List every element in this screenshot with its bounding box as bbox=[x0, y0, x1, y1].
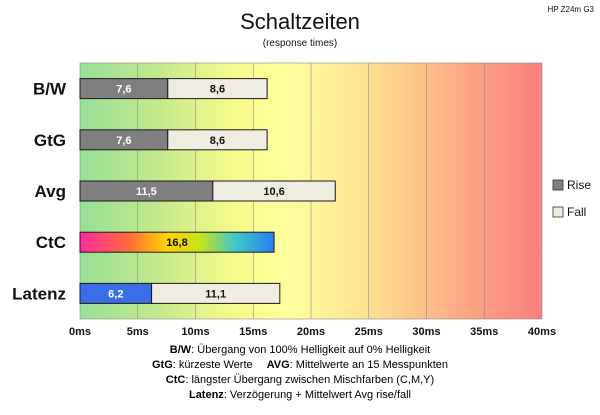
footnote-gtg-avg: GtG: kürzeste Werte AVG: Mittelwerte an 1… bbox=[0, 358, 600, 373]
category-label: GtG bbox=[34, 131, 66, 150]
category-label: Latenz bbox=[12, 284, 66, 303]
x-tick-label: 30ms bbox=[412, 326, 440, 338]
x-tick-label: 20ms bbox=[297, 326, 325, 338]
footnote-bw: B/W: Übergang von 100% Helligkeit auf 0%… bbox=[0, 343, 600, 358]
x-tick-label: 0ms bbox=[69, 326, 91, 338]
x-tick-labels: 0ms 5ms 10ms 15ms 20ms 25ms 30ms 35ms 40ms bbox=[69, 326, 556, 338]
chart-title: Schaltzeiten bbox=[240, 9, 360, 34]
category-labels: B/W GtG Avg CtC Latenz bbox=[12, 80, 67, 304]
legend-rise-swatch bbox=[552, 179, 564, 191]
category-label: Avg bbox=[35, 182, 67, 201]
footnote-avg-key: AVG bbox=[266, 359, 290, 371]
legend-fall-swatch bbox=[552, 206, 564, 218]
x-tick-label: 5ms bbox=[127, 326, 149, 338]
bar-fall bbox=[151, 282, 281, 304]
category-label: B/W bbox=[33, 80, 67, 99]
footnote-latenz: Latenz: Verzögerung + Mittelwert Avg ris… bbox=[0, 388, 600, 403]
footnote-avg-text: : Mittelwerte an 15 Messpunkten bbox=[289, 359, 449, 371]
x-tick-label: 15ms bbox=[239, 326, 267, 338]
footnote-ctc-key: CtC bbox=[165, 374, 186, 386]
x-tick-label: 35ms bbox=[470, 326, 498, 338]
x-tick-label: 10ms bbox=[181, 326, 209, 338]
bar-fall-value: 11,1 bbox=[205, 288, 226, 300]
footnote-latenz-key: Latenz bbox=[188, 389, 224, 401]
bar-ctc bbox=[79, 231, 275, 253]
bar-fall bbox=[167, 78, 268, 100]
bar-rise-value: 6,2 bbox=[108, 288, 123, 300]
bar-fall bbox=[167, 129, 268, 151]
bar-rise-value: 7,6 bbox=[116, 84, 131, 96]
footnote-latenz-text: : Verzögerung + Mittelwert Avg rise/fall bbox=[223, 389, 412, 401]
bar-ctc-value: 16,8 bbox=[166, 237, 187, 249]
x-tick-label: 25ms bbox=[355, 326, 383, 338]
legend-fall-label: Fall bbox=[567, 205, 586, 219]
bar-rise-value: 11,5 bbox=[136, 186, 157, 198]
footnote-bw-key: B/W bbox=[169, 344, 192, 356]
footnote-bw-text: : Übergang von 100% Helligkeit auf 0% He… bbox=[191, 344, 431, 356]
footnote-gtg-text: : kürzeste Werte bbox=[172, 359, 253, 371]
footnote-ctc: CtC: längster Übergang zwischen Mischfar… bbox=[0, 373, 600, 388]
bar-rise-value: 7,6 bbox=[116, 135, 131, 147]
chart-subtitle: (response times) bbox=[263, 38, 337, 49]
monitor-label: HP Z24m G3 bbox=[547, 5, 594, 14]
bar-fall bbox=[212, 180, 336, 202]
category-label: CtC bbox=[36, 233, 66, 252]
bar-fall-value: 8,6 bbox=[210, 84, 225, 96]
x-tick-label: 40ms bbox=[528, 326, 556, 338]
bars: 7,6 8,6 7,6 8,6 11,5 10,6 16,8 6,2 11,1 bbox=[79, 78, 336, 304]
legend: Rise Fall bbox=[552, 178, 591, 219]
footnote-ctc-text: : längster Übergang zwischen Mischfarben… bbox=[185, 374, 435, 386]
bar-fall-value: 8,6 bbox=[210, 135, 225, 147]
bar-fall-value: 10,6 bbox=[263, 186, 284, 198]
footnote-gtg-key: GtG bbox=[151, 359, 173, 371]
legend-rise-label: Rise bbox=[567, 178, 591, 192]
